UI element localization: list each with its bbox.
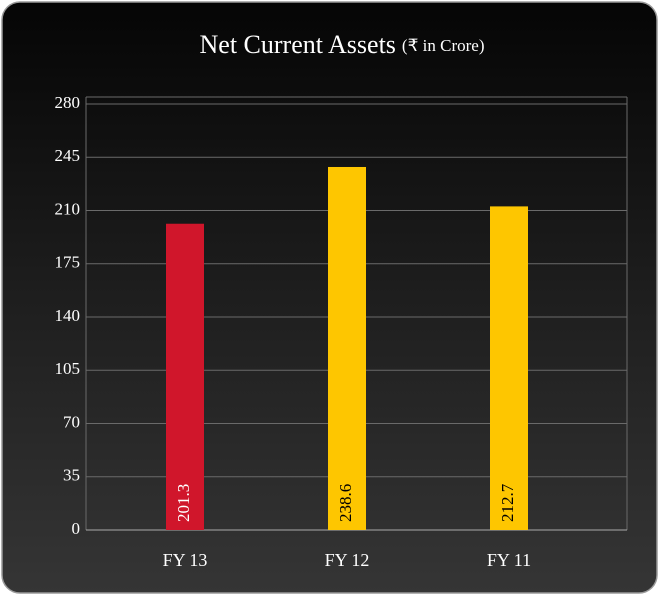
value-label: 201.3: [174, 484, 193, 522]
y-tick-label: 175: [55, 253, 81, 272]
value-label: 212.7: [498, 483, 517, 522]
x-tick-label: FY 13: [163, 550, 208, 570]
value-label: 238.6: [336, 484, 355, 522]
x-tick-label: FY 11: [487, 550, 531, 570]
y-tick-label: 70: [63, 412, 80, 431]
y-tick-label: 210: [55, 199, 81, 218]
x-tick-label: FY 12: [325, 550, 370, 570]
y-tick-label: 140: [55, 306, 81, 325]
bar: [328, 166, 366, 531]
chart-title: Net Current Assets (₹ in Crore): [200, 30, 485, 59]
subtitle: (₹ in Crore): [402, 36, 485, 55]
bar: [166, 223, 204, 530]
bar: [490, 206, 528, 530]
y-tick-label: 35: [63, 466, 80, 485]
y-tick-label: 245: [55, 146, 81, 165]
y-tick-label: 0: [72, 519, 81, 538]
y-tick-label: 280: [55, 93, 81, 112]
y-tick-label: 105: [55, 359, 81, 378]
title: Net Current Assets: [200, 30, 396, 59]
